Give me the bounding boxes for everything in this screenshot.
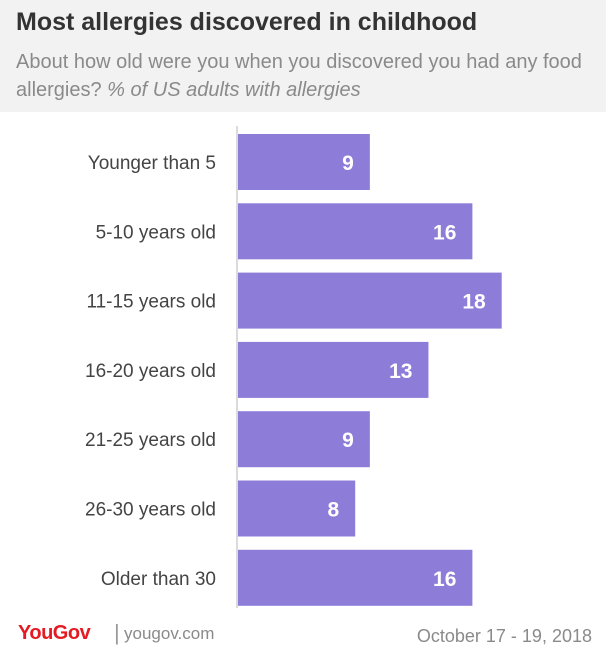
chart-subtitle: About how old were you when you discover… bbox=[16, 48, 596, 104]
bar-value-label: 9 bbox=[342, 429, 354, 452]
bar-value-label: 16 bbox=[433, 221, 456, 244]
category-label: 11-15 years old bbox=[86, 292, 216, 313]
category-label: 21-25 years old bbox=[85, 430, 216, 451]
subtitle-question: About how old were you when you discover… bbox=[16, 51, 582, 101]
bar bbox=[238, 411, 370, 468]
bar bbox=[238, 341, 429, 398]
bar-value-label: 8 bbox=[328, 499, 340, 522]
subtitle-note: % of US adults with allergies bbox=[107, 79, 361, 101]
bar bbox=[238, 549, 473, 606]
footer-separator: | bbox=[114, 620, 120, 645]
footer-date: October 17 - 19, 2018 bbox=[416, 626, 592, 646]
header: Most allergies discovered in childhood A… bbox=[0, 0, 606, 112]
bar-value-label: 9 bbox=[342, 152, 354, 175]
category-label: 16-20 years old bbox=[85, 361, 216, 382]
yougov-logo: YouGov bbox=[18, 622, 91, 644]
category-label: 26-30 years old bbox=[85, 500, 216, 521]
bar bbox=[238, 134, 370, 190]
bar bbox=[238, 203, 473, 260]
bar-value-label: 18 bbox=[462, 291, 486, 314]
bar-chart: Younger than 5 9 5-10 years old 16 11-15 yea… bbox=[85, 126, 502, 608]
chart-title: Most allergies discovered in childhood bbox=[16, 8, 478, 36]
bar-value-label: 16 bbox=[433, 568, 456, 591]
category-label: Older than 30 bbox=[101, 569, 216, 590]
bar bbox=[238, 480, 356, 537]
bar-value-label: 13 bbox=[389, 360, 412, 383]
category-label: Younger than 5 bbox=[88, 153, 216, 174]
bar bbox=[238, 272, 502, 329]
footer-url[interactable]: yougov.com bbox=[124, 624, 215, 643]
category-label: 5-10 years old bbox=[96, 222, 216, 243]
